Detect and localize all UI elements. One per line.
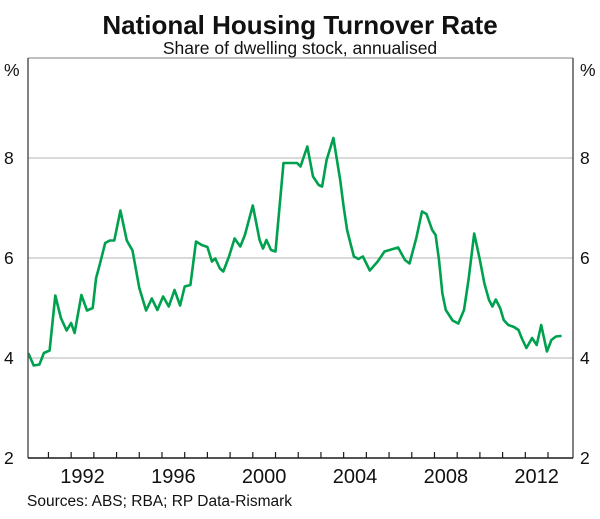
y-axis-labels: 2 2 4 4 6 6 8 8 [4, 148, 590, 468]
y-tick-label-right-4: 4 [580, 348, 590, 368]
y-tick-label-left-4: 4 [4, 348, 14, 368]
plot-frame [27, 57, 574, 459]
x-tick-label-2012: 2012 [514, 466, 559, 488]
chart-subtitle: Share of dwelling stock, annualised [163, 38, 437, 58]
y-axis-unit-left: % [4, 60, 20, 80]
y-tick-label-right-6: 6 [580, 248, 590, 268]
y-tick-label-right-2: 2 [580, 448, 590, 468]
x-tick-label-1996: 1996 [151, 466, 196, 488]
x-tick-label-1992: 1992 [60, 466, 105, 488]
y-tick-label-left-8: 8 [4, 148, 14, 168]
y-axis-unit-right: % [580, 60, 596, 80]
series-line-0 [27, 136, 562, 367]
series-lines [27, 136, 562, 367]
y-tick-label-right-8: 8 [580, 148, 590, 168]
x-tick-label-2004: 2004 [333, 466, 378, 488]
chart-title: National Housing Turnover Rate [102, 10, 497, 40]
x-axis-ticks [47, 452, 549, 458]
x-tick-label-2008: 2008 [424, 466, 469, 488]
x-axis-labels: 1992 1996 2000 2004 2008 2012 [60, 466, 559, 488]
x-tick-label-2000: 2000 [242, 466, 287, 488]
y-tick-label-left-2: 2 [4, 448, 14, 468]
chart-sources: Sources: ABS; RBA; RP Data-Rismark [27, 493, 292, 510]
y-tick-label-left-6: 6 [4, 248, 14, 268]
gridlines [28, 157, 573, 359]
